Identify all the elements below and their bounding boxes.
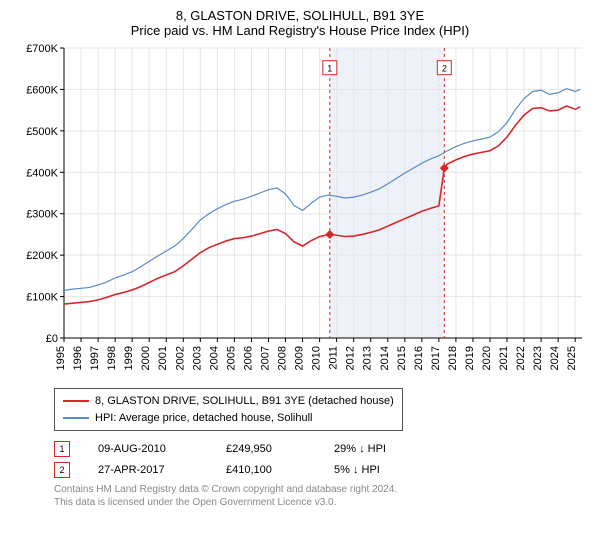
svg-text:£300K: £300K — [26, 209, 58, 221]
svg-text:2010: 2010 — [311, 346, 323, 370]
svg-text:2004: 2004 — [208, 346, 220, 370]
svg-text:2022: 2022 — [515, 346, 527, 370]
svg-text:1996: 1996 — [72, 346, 84, 370]
legend-row: 8, GLASTON DRIVE, SOLIHULL, B91 3YE (det… — [63, 393, 394, 410]
svg-text:£200K: £200K — [26, 250, 58, 262]
title-subtitle: Price paid vs. HM Land Registry's House … — [12, 23, 588, 38]
svg-text:£0: £0 — [46, 333, 58, 345]
svg-text:1998: 1998 — [106, 346, 118, 370]
sale-marker-box: 2 — [54, 462, 70, 478]
sale-row: 1 09-AUG-2010 £249,950 29% ↓ HPI — [54, 439, 588, 460]
svg-text:2021: 2021 — [498, 346, 510, 370]
svg-text:2000: 2000 — [140, 346, 152, 370]
sale-date: 27-APR-2017 — [98, 460, 198, 481]
svg-text:2024: 2024 — [549, 346, 561, 370]
svg-text:£100K: £100K — [26, 292, 58, 304]
sale-price: £249,950 — [226, 439, 306, 460]
sale-row: 2 27-APR-2017 £410,100 5% ↓ HPI — [54, 460, 588, 481]
svg-text:2012: 2012 — [345, 346, 357, 370]
svg-text:2001: 2001 — [157, 346, 169, 370]
svg-text:2016: 2016 — [413, 346, 425, 370]
svg-text:1: 1 — [327, 64, 332, 74]
svg-text:2013: 2013 — [362, 346, 374, 370]
svg-text:2014: 2014 — [379, 346, 391, 370]
svg-text:2020: 2020 — [481, 346, 493, 370]
svg-text:2015: 2015 — [396, 346, 408, 370]
svg-text:£400K: £400K — [26, 167, 58, 179]
svg-text:2006: 2006 — [242, 346, 254, 370]
svg-text:2008: 2008 — [277, 346, 289, 370]
sale-date: 09-AUG-2010 — [98, 439, 198, 460]
svg-text:2025: 2025 — [566, 346, 578, 370]
svg-text:£600K: £600K — [26, 84, 58, 96]
svg-text:2005: 2005 — [225, 346, 237, 370]
sales-table: 1 09-AUG-2010 £249,950 29% ↓ HPI 2 27-AP… — [54, 439, 588, 481]
legend-label: 8, GLASTON DRIVE, SOLIHULL, B91 3YE (det… — [95, 393, 394, 410]
svg-text:2002: 2002 — [174, 346, 186, 370]
legend-swatch-hpi — [63, 417, 89, 419]
svg-text:1995: 1995 — [55, 346, 67, 370]
legend-row: HPI: Average price, detached house, Soli… — [63, 410, 394, 427]
svg-text:1997: 1997 — [89, 346, 101, 370]
legend-swatch-property — [63, 400, 89, 402]
svg-text:2023: 2023 — [532, 346, 544, 370]
svg-text:£500K: £500K — [26, 126, 58, 138]
svg-text:2007: 2007 — [259, 346, 271, 370]
svg-text:2: 2 — [442, 64, 447, 74]
legend-label: HPI: Average price, detached house, Soli… — [95, 410, 313, 427]
svg-text:2011: 2011 — [328, 346, 340, 370]
svg-text:1999: 1999 — [123, 346, 135, 370]
chart-container: 8, GLASTON DRIVE, SOLIHULL, B91 3YE Pric… — [0, 0, 600, 560]
svg-text:2017: 2017 — [430, 346, 442, 370]
line-chart-svg: £0 £100K £200K £300K £400K £500K £600K £700K 199… — [12, 44, 588, 382]
svg-text:2009: 2009 — [294, 346, 306, 370]
svg-text:2018: 2018 — [447, 346, 459, 370]
attribution-text: Contains HM Land Registry data © Crown c… — [54, 483, 588, 510]
svg-text:2019: 2019 — [464, 346, 476, 370]
legend-box: 8, GLASTON DRIVE, SOLIHULL, B91 3YE (det… — [54, 388, 403, 431]
sale-hpi-delta: 5% ↓ HPI — [334, 460, 424, 481]
sale-marker-box: 1 — [54, 441, 70, 457]
svg-text:2003: 2003 — [191, 346, 203, 370]
sale-price: £410,100 — [226, 460, 306, 481]
sale-hpi-delta: 29% ↓ HPI — [334, 439, 424, 460]
svg-text:£700K: £700K — [26, 44, 58, 55]
title-address: 8, GLASTON DRIVE, SOLIHULL, B91 3YE — [12, 8, 588, 23]
chart-area: £0 £100K £200K £300K £400K £500K £600K £700K 199… — [12, 44, 588, 382]
